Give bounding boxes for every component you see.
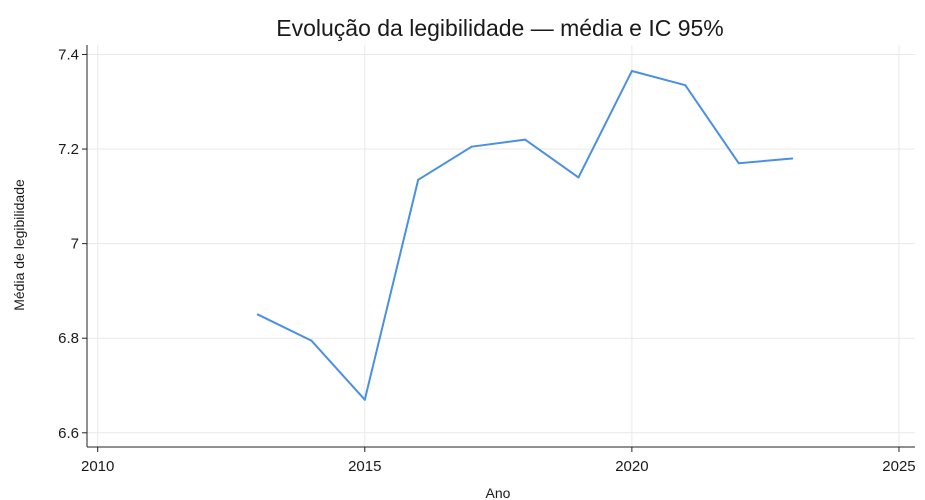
chart-title: Evolução da legibilidade — média e IC 95… — [276, 15, 724, 41]
y-axis-label: Média de legibilidade — [11, 179, 27, 311]
y-tick-label: 7.4 — [58, 46, 79, 63]
data-point — [737, 162, 740, 165]
data-point — [524, 138, 527, 141]
data-point — [577, 176, 580, 179]
data-point — [470, 145, 473, 148]
x-tick-label: 2010 — [81, 458, 114, 475]
series-line-0 — [256, 70, 794, 401]
data-point — [417, 178, 420, 181]
x-tick-label: 2025 — [882, 458, 915, 475]
axes: 6.6 6.8 7 7.2 7.4 2010 2015 2020 2025 — [58, 45, 916, 475]
y-tick-label: 7.2 — [58, 141, 79, 158]
data-point — [310, 339, 313, 342]
x-tick-label: 2020 — [615, 458, 648, 475]
data-point — [630, 70, 633, 73]
x-tick-label: 2015 — [348, 458, 381, 475]
gridlines — [87, 45, 915, 447]
y-tick-label: 6.6 — [58, 425, 79, 442]
y-tick-label: 6.8 — [58, 330, 79, 347]
data-point — [684, 84, 687, 87]
y-tick-label: 7 — [71, 236, 79, 253]
x-axis-label: Ano — [486, 485, 511, 500]
data-point — [791, 157, 794, 160]
data-point — [256, 313, 259, 316]
data-point — [363, 398, 366, 401]
series-layer — [256, 70, 794, 401]
